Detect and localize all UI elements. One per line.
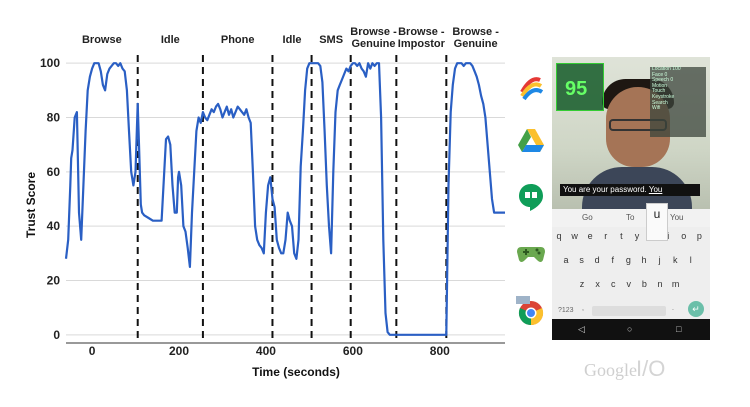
key-popup: u bbox=[646, 203, 668, 241]
key-w[interactable]: w bbox=[571, 231, 578, 241]
segment-label: Idle bbox=[282, 34, 302, 46]
x-tick-label: 200 bbox=[169, 344, 189, 358]
suggestion-you[interactable]: You bbox=[670, 213, 684, 222]
x-tick-label: 600 bbox=[343, 344, 363, 358]
segment-boundaries bbox=[136, 55, 448, 343]
key-i[interactable]: i bbox=[667, 231, 670, 241]
key-g[interactable]: g bbox=[625, 255, 631, 265]
suggestion-go[interactable]: Go bbox=[582, 213, 593, 222]
key-m[interactable]: m bbox=[671, 279, 680, 289]
key-period[interactable]: . bbox=[672, 305, 674, 312]
segment-label: Idle bbox=[160, 34, 180, 46]
key-n[interactable]: n bbox=[657, 279, 663, 289]
signal-stat-row: Keystroke bbox=[652, 93, 675, 100]
phone-mockup: 95 Location 100 Face 0 Speech 0 Motion Touch… bbox=[552, 57, 710, 340]
suggestion-to[interactable]: To bbox=[626, 213, 635, 222]
key-y[interactable]: y bbox=[634, 231, 640, 241]
segment-label: Browse - Genuine bbox=[452, 26, 499, 50]
space-key[interactable] bbox=[592, 306, 666, 316]
pay-app-icon bbox=[520, 77, 544, 101]
key-r[interactable]: r bbox=[604, 231, 608, 241]
key-x[interactable]: x bbox=[595, 279, 600, 289]
hangouts-app-icon bbox=[519, 184, 543, 211]
key-o[interactable]: o bbox=[681, 231, 687, 241]
segment-label: Browse - Genuine bbox=[350, 26, 397, 50]
key-s[interactable]: s bbox=[579, 255, 584, 265]
key-h[interactable]: h bbox=[641, 255, 647, 265]
recent-apps-icon[interactable]: □ bbox=[676, 324, 682, 334]
key-l[interactable]: l bbox=[689, 255, 692, 265]
key-z[interactable]: z bbox=[579, 279, 585, 289]
y-tick-label: 40 bbox=[47, 219, 61, 233]
chart-grid bbox=[66, 62, 505, 336]
drive-app-icon bbox=[518, 129, 544, 152]
signal-stat-row: Face 0 bbox=[652, 71, 668, 78]
y-tick-label: 60 bbox=[47, 165, 61, 179]
signal-stat-row: Touch bbox=[652, 88, 666, 95]
x-tick-label: 800 bbox=[430, 344, 450, 358]
y-tick-label: 0 bbox=[53, 328, 60, 342]
segment-label: Phone bbox=[220, 34, 255, 46]
suggestion-bar: Go To You bbox=[552, 209, 710, 227]
x-tick-label: 400 bbox=[256, 344, 276, 358]
key-e[interactable]: e bbox=[587, 231, 593, 241]
y-axis-ticks: 0 20 40 60 80 100 bbox=[40, 56, 60, 342]
camera-preview: 95 Location 100 Face 0 Speech 0 Motion Touch… bbox=[552, 57, 710, 217]
home-icon[interactable]: ○ bbox=[627, 324, 633, 334]
key-k[interactable]: k bbox=[672, 255, 678, 265]
y-tick-label: 80 bbox=[47, 110, 61, 124]
signal-stat-row: Motion bbox=[652, 82, 668, 89]
key-v[interactable]: v bbox=[626, 279, 632, 289]
x-axis-title: Time (seconds) bbox=[252, 365, 340, 379]
chrome-app-icon bbox=[516, 296, 544, 326]
x-tick-label: 0 bbox=[89, 344, 96, 358]
key-b[interactable]: b bbox=[641, 279, 647, 289]
trust-score-series-line bbox=[64, 62, 505, 336]
segment-label: Browse - Impostor bbox=[397, 26, 445, 50]
key-f[interactable]: f bbox=[611, 255, 615, 265]
password-prompt: You are your password. bbox=[563, 185, 647, 194]
key-numbers[interactable]: ?123 bbox=[558, 307, 574, 314]
io-logo-text: I/O bbox=[636, 356, 666, 381]
android-nav-bar: ◁ ○ □ bbox=[552, 319, 710, 340]
key-a[interactable]: a bbox=[563, 255, 569, 265]
back-icon[interactable]: ◁ bbox=[578, 324, 585, 334]
trust-value: 95 bbox=[565, 78, 588, 100]
segment-label: Browse bbox=[81, 34, 122, 46]
signal-stat-row: Speech 0 bbox=[652, 77, 674, 84]
google-logo-text: Google bbox=[584, 360, 637, 380]
enter-key[interactable]: ↵ bbox=[688, 301, 704, 317]
signal-stat-row: Search bbox=[652, 99, 668, 106]
key-p[interactable]: p bbox=[696, 231, 702, 241]
key-t[interactable]: t bbox=[620, 231, 623, 241]
key-d[interactable]: d bbox=[594, 255, 600, 265]
key-c[interactable]: c bbox=[610, 279, 616, 289]
trust-overlay: 95 bbox=[556, 63, 604, 111]
signal-stat-row: Location 100 bbox=[652, 66, 681, 72]
password-input[interactable]: You are your password. You bbox=[560, 184, 700, 196]
y-tick-label: 20 bbox=[47, 274, 61, 288]
key-q[interactable]: q bbox=[556, 231, 562, 241]
y-tick-label: 100 bbox=[40, 56, 60, 70]
signal-stats-panel: Location 100 Face 0 Speech 0 Motion Touch Key… bbox=[650, 66, 706, 137]
on-screen-keyboard: qwertyuiopasdfghjklzxcvbnm ?123 , . ↵ bbox=[552, 227, 710, 319]
key-j[interactable]: j bbox=[658, 255, 661, 265]
x-axis-ticks: 0 200 400 600 800 bbox=[89, 344, 450, 358]
games-app-icon bbox=[517, 247, 545, 262]
y-axis-title: Trust Score bbox=[24, 172, 38, 238]
segment-label: SMS bbox=[319, 34, 344, 46]
password-typed: You bbox=[648, 185, 663, 194]
key-comma[interactable]: , bbox=[582, 305, 584, 312]
signal-stat-row: Wifi bbox=[652, 105, 661, 112]
